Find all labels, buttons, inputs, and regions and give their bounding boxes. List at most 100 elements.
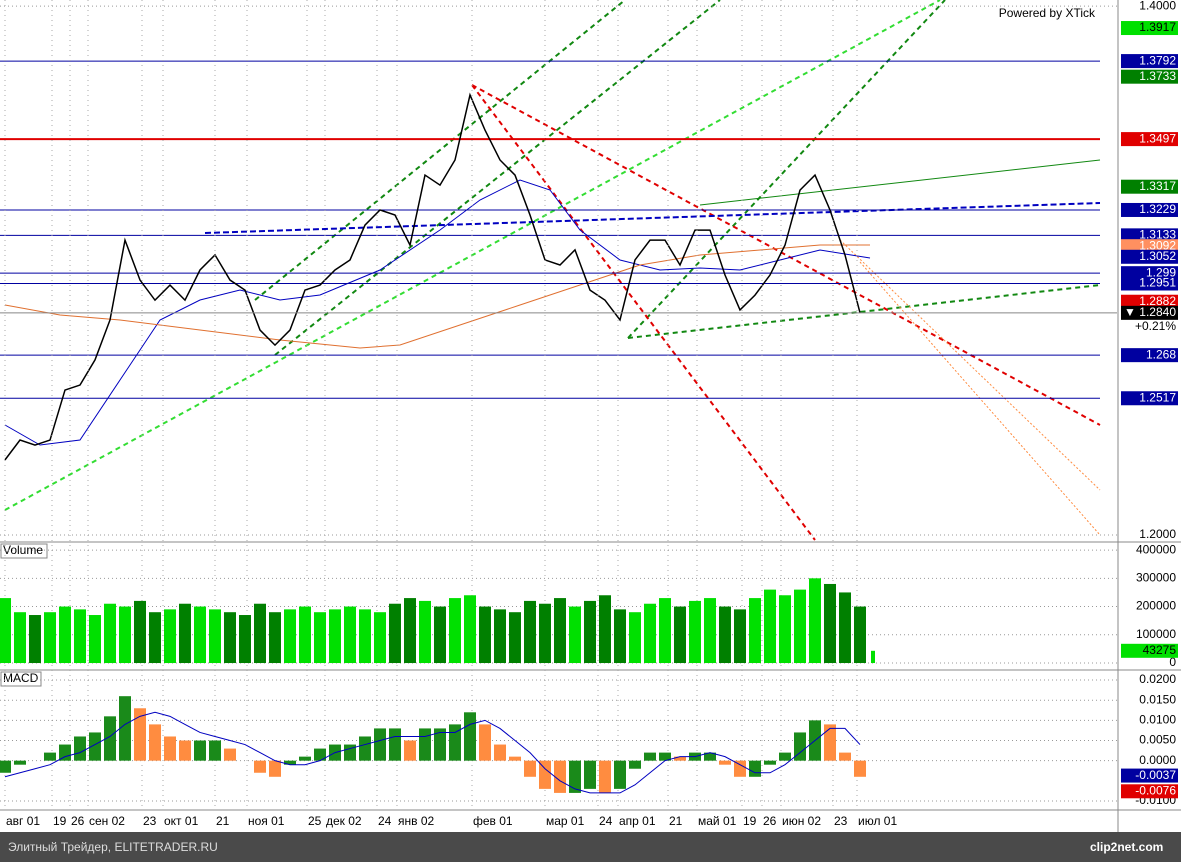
y-tick-label: 0 xyxy=(1169,655,1176,669)
bar xyxy=(434,728,446,761)
bar xyxy=(719,606,731,664)
level-label-box xyxy=(1121,54,1178,69)
panel-title: MACD xyxy=(3,671,39,685)
bar xyxy=(809,578,821,664)
bar xyxy=(749,760,761,777)
bar xyxy=(599,595,611,664)
x-tick-label: авг 01 xyxy=(6,814,40,828)
bar xyxy=(104,603,116,664)
macd-label: -0.0037 xyxy=(1135,768,1176,782)
footer-bar xyxy=(0,832,1181,862)
x-tick-label: 23 xyxy=(143,814,157,828)
x-tick-label: 19 xyxy=(53,814,67,828)
x-tick-label: 21 xyxy=(216,814,230,828)
bar xyxy=(59,744,71,761)
bar xyxy=(29,615,41,664)
level-label: 1.3229 xyxy=(1139,202,1176,216)
bar xyxy=(194,606,206,664)
bar xyxy=(194,740,206,761)
bar xyxy=(464,712,476,761)
bar xyxy=(674,606,686,664)
bar xyxy=(239,615,251,664)
bar xyxy=(854,606,866,664)
bar xyxy=(764,760,776,765)
x-tick-label: сен 02 xyxy=(89,814,125,828)
x-tick-label: апр 01 xyxy=(619,814,656,828)
bar xyxy=(329,609,341,664)
bar xyxy=(554,760,566,793)
bar xyxy=(254,760,266,773)
bar xyxy=(644,752,656,761)
panel-title: Volume xyxy=(3,543,43,557)
bar xyxy=(524,760,536,777)
x-tick-label: 19 xyxy=(743,814,757,828)
level-label-box xyxy=(1121,249,1178,264)
signal-line xyxy=(4,711,861,794)
bar xyxy=(794,589,806,664)
bar xyxy=(434,606,446,664)
level-label: 1.3092 xyxy=(1139,238,1176,252)
price-line xyxy=(4,92,861,461)
bar xyxy=(614,760,626,789)
x-tick-label: 23 xyxy=(834,814,848,828)
level-label: 1.2951 xyxy=(1139,276,1176,290)
bar xyxy=(209,609,221,664)
bar xyxy=(479,606,491,664)
bar xyxy=(284,760,296,765)
bar xyxy=(479,724,491,761)
x-tick-label: янв 02 xyxy=(398,814,435,828)
level-label: 1.2517 xyxy=(1139,390,1176,404)
bar xyxy=(554,598,566,664)
bar xyxy=(14,760,26,765)
bar xyxy=(539,760,551,789)
level-label-box xyxy=(1121,21,1178,36)
macd-label-box xyxy=(1121,768,1178,783)
panel-frame xyxy=(0,0,1181,832)
level-label-box xyxy=(1121,69,1178,84)
bar xyxy=(539,603,551,664)
bar xyxy=(464,595,476,664)
level-label-box xyxy=(1121,228,1178,243)
bar xyxy=(164,736,176,761)
level-label-box xyxy=(1121,276,1178,291)
label-box xyxy=(0,543,48,559)
bar xyxy=(314,748,326,761)
volume-label: 43275 xyxy=(1143,643,1177,657)
bar xyxy=(104,716,116,761)
bar xyxy=(659,752,671,761)
bar xyxy=(224,612,236,664)
change: +0.21% xyxy=(1135,319,1176,333)
bar xyxy=(629,760,641,769)
bar xyxy=(779,752,791,761)
footer-left: Элитный Трейдер, ELITETRADER.RU xyxy=(8,840,218,854)
bar xyxy=(149,724,161,761)
bar xyxy=(824,583,836,664)
level-label-box xyxy=(1121,391,1178,406)
bar xyxy=(614,609,626,664)
bar xyxy=(374,728,386,761)
bar xyxy=(164,609,176,664)
footer-right[interactable]: clip2net.com xyxy=(1090,840,1163,854)
bar xyxy=(269,760,281,777)
level-label: 1.299 xyxy=(1146,265,1176,279)
bar xyxy=(734,760,746,777)
bar xyxy=(764,589,776,664)
bar xyxy=(179,603,191,664)
y-tick-label: 0.0200 xyxy=(1139,672,1176,686)
y-tick-label: 0.0100 xyxy=(1139,713,1176,727)
bar xyxy=(299,756,311,761)
bar xyxy=(374,612,386,664)
y-tick-label: 1.4000 xyxy=(1139,0,1176,12)
bar xyxy=(689,600,701,664)
bar xyxy=(449,724,461,761)
bar xyxy=(134,600,146,664)
bar xyxy=(659,598,671,664)
bar xyxy=(569,760,581,793)
x-tick-label: май 01 xyxy=(698,814,737,828)
last-label: 1.2840 xyxy=(1139,305,1176,319)
bar xyxy=(584,600,596,664)
y-tick-label: 100000 xyxy=(1136,627,1176,641)
